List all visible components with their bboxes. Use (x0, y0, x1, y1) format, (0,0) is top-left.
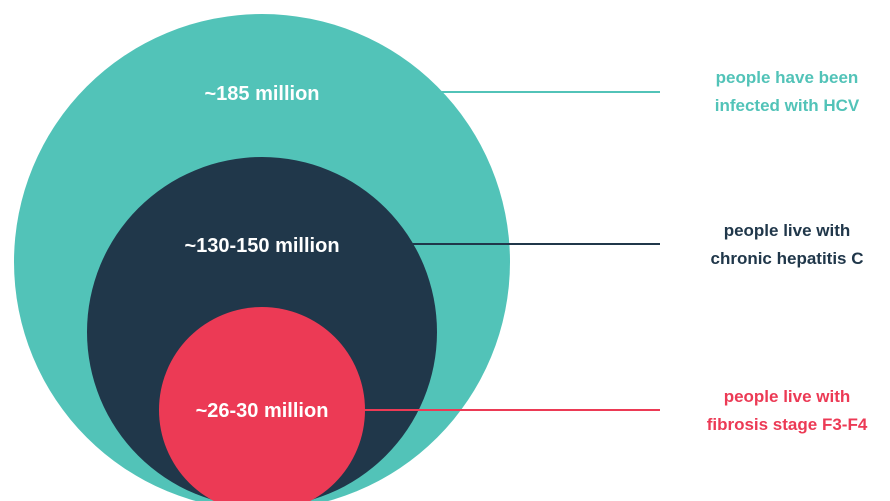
inner-circle (159, 307, 365, 501)
middle-description-line1: people live with (724, 221, 851, 240)
outer-circle-value: ~185 million (204, 83, 319, 105)
outer-description-line1: people have been (716, 68, 859, 87)
inner-circle-value: ~26-30 million (196, 400, 329, 422)
outer-description-line2: infected with HCV (715, 96, 860, 115)
inner-description-line2: fibrosis stage F3-F4 (707, 415, 868, 434)
middle-description-line2: chronic hepatitis C (710, 249, 863, 268)
middle-circle-value: ~130-150 million (184, 235, 339, 257)
inner-description-line1: people live with (724, 387, 851, 406)
